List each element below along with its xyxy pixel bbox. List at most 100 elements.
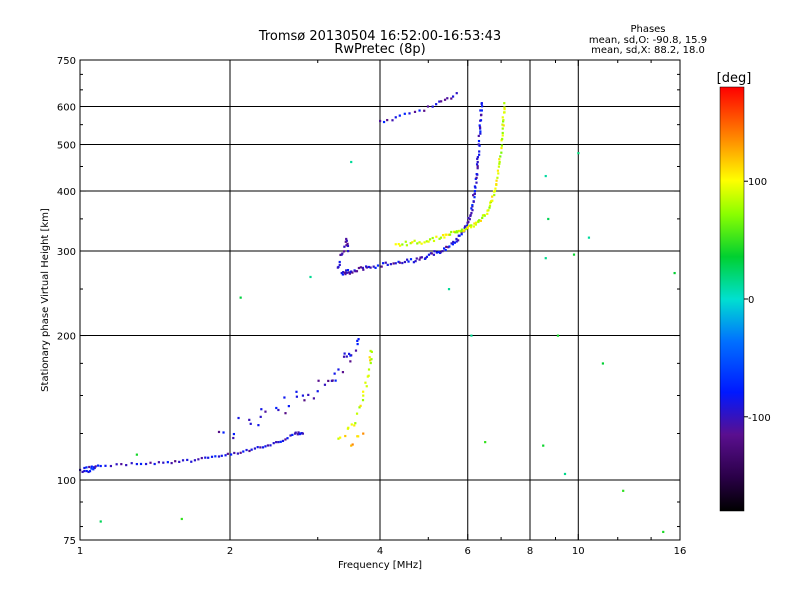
data-point bbox=[428, 238, 432, 241]
data-point bbox=[104, 464, 107, 467]
data-point bbox=[480, 105, 484, 108]
data-point bbox=[439, 251, 442, 254]
data-point bbox=[362, 432, 365, 435]
data-point bbox=[166, 461, 169, 464]
data-point bbox=[424, 257, 427, 260]
phases-heading: Phases bbox=[630, 24, 665, 35]
y-axis-ticks: 75 100 200 300 400 500 600 750 bbox=[57, 56, 680, 547]
data-point bbox=[359, 266, 362, 269]
data-point bbox=[210, 455, 214, 458]
data-point bbox=[289, 434, 292, 437]
y-tick-label: 75 bbox=[63, 536, 76, 547]
data-point bbox=[333, 372, 336, 375]
data-point bbox=[478, 144, 481, 147]
data-point bbox=[239, 451, 242, 454]
data-point bbox=[480, 109, 483, 112]
data-point bbox=[81, 470, 84, 474]
data-point bbox=[248, 449, 251, 453]
data-point bbox=[673, 271, 676, 275]
data-point bbox=[139, 462, 143, 466]
data-point bbox=[431, 236, 434, 240]
data-point bbox=[476, 160, 479, 164]
data-point bbox=[295, 390, 298, 393]
data-point bbox=[297, 431, 300, 434]
data-point bbox=[481, 216, 484, 220]
data-point bbox=[497, 165, 501, 168]
data-point bbox=[354, 349, 358, 352]
data-point bbox=[414, 260, 417, 263]
data-point bbox=[344, 434, 347, 438]
data-point bbox=[338, 263, 341, 267]
data-point bbox=[411, 241, 414, 244]
data-point bbox=[460, 233, 463, 236]
data-point bbox=[501, 123, 504, 126]
data-point bbox=[475, 181, 478, 184]
data-point bbox=[389, 263, 392, 266]
data-point bbox=[93, 466, 96, 470]
data-point bbox=[408, 112, 411, 115]
data-point bbox=[341, 273, 344, 276]
data-point bbox=[480, 102, 483, 105]
data-point bbox=[338, 260, 341, 264]
data-point bbox=[120, 463, 123, 466]
data-point bbox=[472, 200, 475, 203]
data-point bbox=[462, 229, 465, 233]
data-point bbox=[346, 250, 350, 253]
data-point bbox=[346, 242, 349, 245]
data-point bbox=[480, 113, 483, 116]
x-axis-label: Frequency [MHz] bbox=[338, 560, 422, 571]
data-point bbox=[331, 379, 334, 382]
data-point bbox=[464, 227, 467, 231]
data-point bbox=[455, 237, 458, 241]
data-point bbox=[174, 460, 177, 463]
x-axis-ticks: 1 2 4 6 8 10 16 bbox=[77, 60, 686, 557]
data-point bbox=[419, 256, 422, 259]
data-point bbox=[343, 352, 346, 355]
data-point bbox=[233, 451, 236, 455]
data-point bbox=[496, 169, 500, 172]
data-point bbox=[135, 462, 138, 466]
x-tick-label: 8 bbox=[527, 546, 533, 557]
data-point bbox=[348, 272, 351, 275]
data-point bbox=[370, 358, 373, 361]
data-point bbox=[357, 435, 360, 438]
data-point bbox=[365, 266, 368, 269]
data-point bbox=[394, 116, 397, 119]
data-point bbox=[323, 383, 327, 386]
data-point bbox=[435, 251, 438, 254]
data-point bbox=[475, 176, 478, 179]
data-point bbox=[404, 240, 407, 243]
data-point bbox=[391, 119, 394, 122]
data-point bbox=[394, 262, 397, 265]
data-point bbox=[503, 106, 506, 109]
x-tick-label: 4 bbox=[377, 546, 383, 557]
data-point bbox=[88, 465, 91, 469]
data-point bbox=[382, 120, 386, 124]
phase-stats-o: mean, sd,O: -90.8, 15.9 bbox=[589, 35, 707, 46]
data-point bbox=[287, 405, 290, 408]
data-point bbox=[339, 436, 342, 439]
data-point bbox=[341, 252, 344, 255]
data-point bbox=[444, 248, 447, 252]
data-point bbox=[425, 255, 429, 258]
data-point bbox=[488, 206, 491, 209]
data-point bbox=[406, 258, 409, 261]
data-point bbox=[200, 456, 203, 460]
data-point bbox=[220, 454, 223, 457]
data-point bbox=[294, 431, 297, 434]
data-point bbox=[587, 236, 591, 239]
data-point bbox=[170, 461, 173, 465]
data-point bbox=[493, 190, 497, 193]
data-point bbox=[232, 432, 236, 436]
data-point bbox=[256, 446, 259, 449]
data-point bbox=[250, 448, 253, 451]
data-point bbox=[453, 241, 456, 244]
data-point bbox=[157, 461, 160, 464]
data-point bbox=[96, 464, 100, 467]
data-point bbox=[356, 342, 359, 346]
data-point bbox=[334, 379, 337, 382]
data-point bbox=[337, 437, 340, 440]
data-point bbox=[153, 462, 156, 466]
data-point bbox=[460, 230, 463, 233]
data-point bbox=[455, 92, 458, 95]
